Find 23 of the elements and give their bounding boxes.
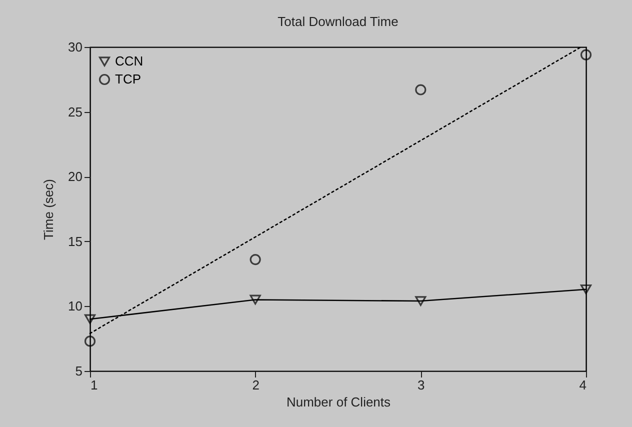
- y-tick-label: 5: [75, 364, 82, 378]
- x-tick-label: 4: [579, 378, 586, 392]
- legend-label: CCN: [115, 54, 144, 68]
- x-axis-title: Number of Clients: [286, 394, 392, 410]
- y-axis-title: Time (sec): [41, 179, 56, 240]
- x-tick-label: 1: [90, 378, 98, 392]
- y-tick-label: 10: [68, 298, 82, 314]
- y-tick-label: 30: [68, 40, 82, 54]
- point: [84, 314, 96, 324]
- y-tick-label: 15: [68, 234, 82, 249]
- x-tick-label: 2: [252, 378, 260, 392]
- point: [250, 294, 261, 305]
- x-tick-label: 3: [418, 378, 425, 392]
- y-tick-label: 25: [68, 104, 82, 120]
- point: [415, 296, 426, 306]
- point: [580, 49, 592, 60]
- legend-label: TCP: [115, 72, 141, 86]
- point: [580, 284, 592, 294]
- point: [250, 254, 261, 266]
- point: [84, 336, 96, 347]
- point: [415, 84, 426, 96]
- y-tick-label: 20: [68, 169, 82, 184]
- chart-title: Total Download Time: [278, 14, 398, 29]
